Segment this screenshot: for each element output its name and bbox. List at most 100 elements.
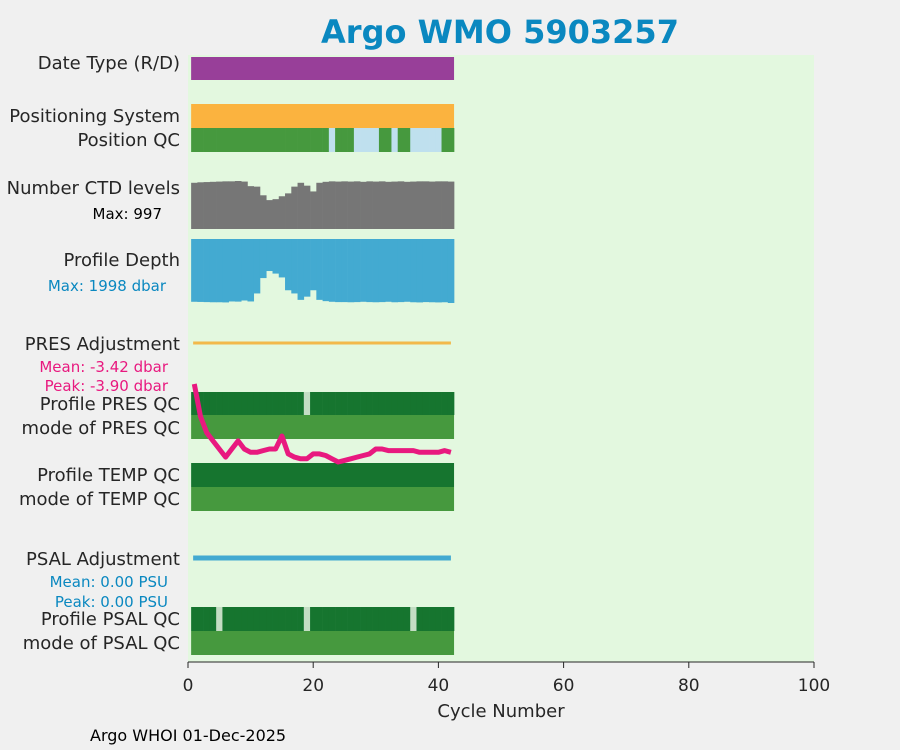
label-psal-adjustment: PSAL Adjustment <box>26 549 180 570</box>
bar-profile-depth-cycle-16 <box>285 239 292 291</box>
bar-profile-psal-qc-cycle-26 <box>347 607 355 631</box>
bar-profile-psal-qc-cycle-18 <box>297 607 305 631</box>
bar-ctd-level-cycle-22 <box>322 181 330 229</box>
bar-profile-pres-qc-cycle-39 <box>429 392 436 415</box>
bar-position-qc-cycle-25 <box>341 128 348 152</box>
label-depth-max: Max: 1998 dbar <box>48 277 167 295</box>
bar-profile-psal-qc-cycle-25 <box>341 607 348 631</box>
bar-ctd-level-cycle-19 <box>303 185 311 229</box>
bar-position-qc-cycle-30 <box>372 128 380 152</box>
bar-position-qc-cycle-19 <box>303 128 311 152</box>
bar-profile-pres-qc-cycle-7 <box>228 392 236 415</box>
bar-ctd-level-cycle-24 <box>335 181 342 229</box>
bar-profile-psal-qc-cycle-7 <box>228 607 236 631</box>
bar-ctd-level-cycle-3 <box>203 182 211 229</box>
bar-profile-psal-qc-cycle-39 <box>429 607 436 631</box>
bar-position-qc-cycle-9 <box>241 128 248 152</box>
bar-ctd-level-cycle-12 <box>259 195 267 229</box>
bar-profile-depth-cycle-5 <box>216 239 223 303</box>
bar-profile-depth-cycle-7 <box>228 239 236 302</box>
bar-profile-psal-qc-cycle-2 <box>197 607 204 631</box>
bar-profile-pres-qc-cycle-8 <box>234 392 242 415</box>
bar-profile-psal-qc-cycle-37 <box>416 607 424 631</box>
bar-profile-pres-qc-cycle-10 <box>247 392 255 415</box>
label-pres-peak: Peak: -3.90 dbar <box>45 377 169 395</box>
bar-profile-psal-qc-cycle-15 <box>278 607 286 631</box>
bar-profile-depth-cycle-34 <box>397 239 405 303</box>
label-mode-temp-qc: mode of TEMP QC <box>19 489 180 510</box>
bar-profile-pres-qc-cycle-13 <box>266 392 273 415</box>
bar-profile-psal-qc-cycle-22 <box>322 607 330 631</box>
bar-ctd-level-cycle-14 <box>272 199 280 229</box>
bar-profile-psal-qc-cycle-32 <box>385 607 392 631</box>
bar-positioning-system <box>191 104 455 128</box>
label-mode-psal-qc: mode of PSAL QC <box>23 633 180 654</box>
chart-title: Argo WMO 5903257 <box>321 13 679 51</box>
bar-profile-psal-qc-cycle-17 <box>291 607 298 631</box>
bar-profile-depth-cycle-38 <box>422 239 430 303</box>
bar-profile-depth-cycle-35 <box>403 239 411 302</box>
bar-ctd-level-cycle-26 <box>347 181 355 229</box>
bar-position-qc-cycle-5 <box>216 128 223 152</box>
bar-profile-depth-cycle-10 <box>247 239 255 302</box>
bar-ctd-level-cycle-10 <box>247 186 255 229</box>
bar-profile-depth-cycle-40 <box>435 239 442 303</box>
bar-position-qc-cycle-24 <box>335 128 342 152</box>
bar-profile-pres-qc-cycle-18 <box>297 392 305 415</box>
bar-profile-psal-qc-cycle-13 <box>266 607 273 631</box>
bar-profile-psal-qc-cycle-11 <box>253 607 261 631</box>
bar-ctd-level-cycle-42 <box>447 181 455 229</box>
bar-profile-depth-cycle-9 <box>241 239 248 301</box>
bar-profile-psal-qc-cycle-16 <box>285 607 292 631</box>
bar-profile-pres-qc-cycle-24 <box>335 392 342 415</box>
label-positioning-system: Positioning System <box>9 106 180 127</box>
bar-ctd-level-cycle-30 <box>372 181 380 229</box>
bar-profile-psal-qc-cycle-10 <box>247 607 255 631</box>
label-profile-depth: Profile Depth <box>63 250 180 271</box>
bar-position-qc-cycle-41 <box>441 128 449 152</box>
label-profile-pres-qc: Profile PRES QC <box>40 394 180 415</box>
bar-profile-psal-qc-cycle-40 <box>435 607 442 631</box>
bar-position-qc-cycle-4 <box>209 128 217 152</box>
bar-profile-pres-qc-cycle-5 <box>216 392 223 415</box>
bar-ctd-level-cycle-25 <box>341 181 348 229</box>
bar-profile-depth-cycle-20 <box>310 239 317 291</box>
bar-profile-pres-qc-cycle-14 <box>272 392 280 415</box>
bar-mode-temp-qc <box>191 487 455 511</box>
bar-ctd-level-cycle-32 <box>385 181 392 229</box>
bar-position-qc-cycle-33 <box>391 128 399 152</box>
label-profile-temp-qc: Profile TEMP QC <box>37 465 180 486</box>
bar-profile-pres-qc-cycle-25 <box>341 392 348 415</box>
bar-ctd-level-cycle-27 <box>353 181 361 229</box>
bar-profile-pres-qc-cycle-22 <box>322 392 330 415</box>
label-pres-mean: Mean: -3.42 dbar <box>39 358 169 376</box>
bar-position-qc-cycle-6 <box>222 128 229 152</box>
bar-position-qc-cycle-22 <box>322 128 330 152</box>
bar-position-qc-cycle-26 <box>347 128 355 152</box>
bar-profile-depth-cycle-23 <box>328 239 336 302</box>
bar-profile-psal-qc-cycle-24 <box>335 607 342 631</box>
bar-profile-psal-qc-cycle-36 <box>410 607 417 631</box>
bar-profile-pres-qc-cycle-41 <box>441 392 449 415</box>
bar-position-qc-cycle-2 <box>197 128 204 152</box>
bar-position-qc-cycle-39 <box>429 128 436 152</box>
bar-profile-psal-qc-cycle-27 <box>353 607 361 631</box>
bar-profile-depth-cycle-14 <box>272 239 280 274</box>
bar-profile-depth-cycle-1 <box>191 239 198 302</box>
bar-position-qc-cycle-21 <box>316 128 323 152</box>
bar-profile-psal-qc-cycle-1 <box>191 607 198 631</box>
bar-profile-psal-qc-cycle-30 <box>372 607 380 631</box>
bar-position-qc-cycle-23 <box>328 128 336 152</box>
bar-position-qc-cycle-8 <box>234 128 242 152</box>
bar-profile-depth-cycle-37 <box>416 239 424 303</box>
bar-ctd-level-cycle-21 <box>316 182 323 229</box>
bar-profile-depth-cycle-12 <box>259 239 267 279</box>
bar-profile-pres-qc-cycle-34 <box>397 392 405 415</box>
bar-profile-pres-qc-cycle-36 <box>410 392 417 415</box>
bar-profile-depth-cycle-11 <box>253 239 261 294</box>
bar-profile-depth-cycle-41 <box>441 239 449 303</box>
label-profile-psal-qc: Profile PSAL QC <box>41 609 180 630</box>
bar-mode-pres-qc <box>191 415 455 439</box>
bar-profile-depth-cycle-18 <box>297 239 305 300</box>
x-axis-label: Cycle Number <box>437 701 565 722</box>
